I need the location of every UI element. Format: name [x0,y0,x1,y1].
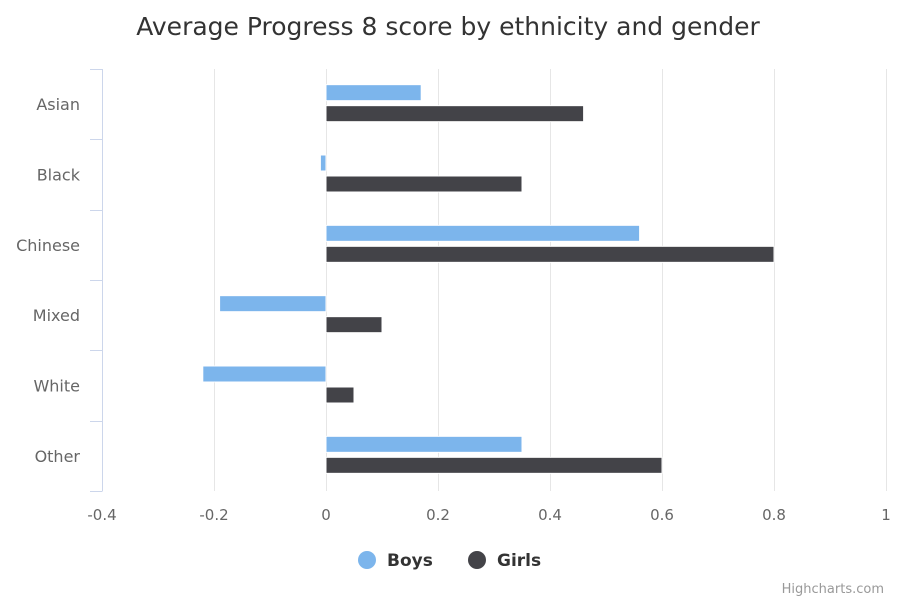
credits-link[interactable]: Highcharts.com [782,582,884,597]
tick-label: 0.6 [650,506,674,524]
bar-girls[interactable] [325,175,523,193]
category-label: Other [35,447,81,466]
bar-girls[interactable] [325,105,585,123]
legend-symbol-boys[interactable] [358,551,376,569]
category-label: Black [37,166,81,185]
category-labels: Asian Black Chinese Mixed White Other [16,95,81,466]
tick-label: 0.4 [538,506,562,524]
tick-label: 1 [881,506,891,524]
bars [202,84,775,474]
chart-title: Average Progress 8 score by ethnicity an… [136,12,760,41]
tick-label: 0 [321,506,331,524]
gridlines [214,69,887,491]
category-label: Chinese [16,236,80,255]
bar-boys[interactable] [325,224,641,242]
bar-boys[interactable] [219,295,327,313]
legend-item-girls[interactable]: Girls [497,551,541,571]
tick-label: -0.2 [199,506,228,524]
value-axis-ticks: -0.4 -0.2 0 0.2 0.4 0.6 0.8 1 [87,506,890,524]
bar-boys[interactable] [319,154,327,172]
category-label: Mixed [33,306,80,325]
bar-boys[interactable] [325,435,523,453]
category-label: Asian [36,95,80,114]
tick-label: 0.2 [426,506,450,524]
category-label: White [33,377,80,396]
legend[interactable]: Boys Girls [358,551,541,571]
category-axis [90,69,103,492]
legend-symbol-girls[interactable] [468,551,486,569]
tick-label: 0.8 [762,506,786,524]
bar-girls[interactable] [325,456,663,474]
legend-item-boys[interactable]: Boys [387,551,433,571]
tick-label: -0.4 [87,506,116,524]
bar-boys[interactable] [202,365,327,383]
bar-girls[interactable] [325,316,383,334]
bar-girls[interactable] [325,386,355,404]
bar-girls[interactable] [325,245,775,263]
bar-boys[interactable] [325,84,422,102]
